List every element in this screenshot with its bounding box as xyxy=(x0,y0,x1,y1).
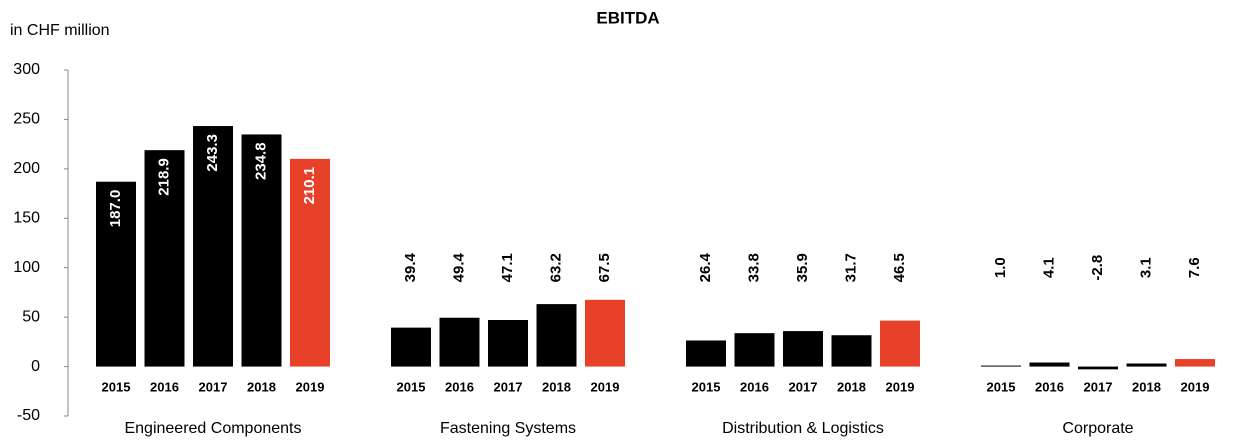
y-tick-label: 200 xyxy=(13,160,40,177)
year-label: 2019 xyxy=(591,379,620,394)
bar xyxy=(536,304,577,367)
year-label: 2015 xyxy=(692,379,721,394)
bar xyxy=(144,150,185,367)
y-tick-label: 50 xyxy=(22,308,40,325)
value-label: 47.1 xyxy=(499,253,516,282)
year-label: 2018 xyxy=(247,379,276,394)
value-label: 1.0 xyxy=(992,257,1009,278)
bar xyxy=(290,158,330,367)
bar xyxy=(1078,366,1118,370)
y-tick-label: 0 xyxy=(31,358,40,375)
bar xyxy=(1175,359,1215,367)
bar xyxy=(241,134,282,367)
value-label: 7.6 xyxy=(1186,257,1203,278)
year-label: 2018 xyxy=(837,379,866,394)
bar xyxy=(96,181,136,367)
category-label: Engineered Components xyxy=(124,420,301,437)
year-label: 2019 xyxy=(1181,379,1210,394)
value-label: 3.1 xyxy=(1137,257,1154,278)
category-label: Corporate xyxy=(1062,420,1133,437)
year-label: 2019 xyxy=(886,379,915,394)
bar xyxy=(686,340,726,367)
value-label: -2.8 xyxy=(1089,255,1106,281)
year-label: 2019 xyxy=(296,379,325,394)
chart-title: EBITDA xyxy=(596,8,659,27)
value-label: 39.4 xyxy=(402,252,419,282)
value-label: 243.3 xyxy=(204,134,221,172)
bar xyxy=(439,317,480,367)
value-label: 210.1 xyxy=(301,167,318,205)
category-label: Fastening Systems xyxy=(440,420,576,437)
value-label: 49.4 xyxy=(450,252,467,282)
bar xyxy=(831,335,872,367)
value-label: 4.1 xyxy=(1040,257,1057,278)
value-label: 234.8 xyxy=(252,142,269,180)
year-label: 2016 xyxy=(445,379,474,394)
value-label: 67.5 xyxy=(596,253,613,282)
year-label: 2017 xyxy=(1084,379,1113,394)
y-tick-label: 100 xyxy=(13,259,40,276)
year-label: 2017 xyxy=(494,379,523,394)
year-label: 2017 xyxy=(789,379,818,394)
y-tick-label: 150 xyxy=(13,210,40,227)
bar xyxy=(193,126,233,367)
bar xyxy=(1029,362,1070,367)
category-label: Distribution & Logistics xyxy=(722,420,884,437)
value-label: 218.9 xyxy=(155,158,172,196)
bar xyxy=(981,365,1021,367)
year-label: 2018 xyxy=(542,379,571,394)
value-label: 187.0 xyxy=(107,190,124,228)
bar xyxy=(391,327,431,367)
bar xyxy=(734,333,775,367)
year-label: 2018 xyxy=(1132,379,1161,394)
year-label: 2016 xyxy=(740,379,769,394)
y-tick-label: 300 xyxy=(13,61,40,78)
value-label: 46.5 xyxy=(891,253,908,282)
value-label: 35.9 xyxy=(794,253,811,282)
value-label: 31.7 xyxy=(842,253,859,282)
year-label: 2015 xyxy=(102,379,131,394)
year-label: 2016 xyxy=(1035,379,1064,394)
bar xyxy=(783,331,823,367)
y-axis-label: in CHF million xyxy=(10,22,110,39)
bar xyxy=(880,320,920,367)
value-label: 33.8 xyxy=(745,253,762,282)
year-label: 2015 xyxy=(987,379,1016,394)
year-label: 2017 xyxy=(199,379,228,394)
bar xyxy=(1126,363,1167,367)
bar xyxy=(488,320,528,367)
bar xyxy=(585,299,625,367)
year-label: 2016 xyxy=(150,379,179,394)
value-label: 26.4 xyxy=(697,252,714,282)
value-label: 63.2 xyxy=(547,253,564,282)
y-tick-label: 250 xyxy=(13,111,40,128)
year-label: 2015 xyxy=(397,379,426,394)
y-tick-label: -50 xyxy=(17,407,40,424)
